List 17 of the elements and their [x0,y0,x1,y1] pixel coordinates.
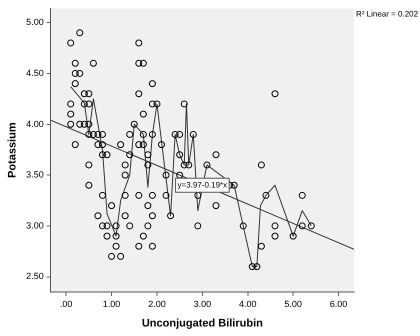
annotation: y=3.97-0.19*x [178,180,228,190]
x-axis-title: Unconjugated Bilirubin [142,317,264,330]
y-tick-label: 3.50 [26,170,44,180]
text: R² Linear = 0.202 [356,10,419,19]
x-tick-label: 6.00 [330,298,348,309]
x-tick-label: 1.00 [102,298,120,309]
y-tick-label: 4.50 [26,68,44,78]
x-tick-label: 3.00 [194,298,212,309]
x-tick-label: 5.00 [284,298,302,309]
y-tick-label: 4.00 [26,118,44,129]
y-tick-label: 5.00 [26,17,44,28]
x-tick-label: 2.00 [148,298,166,309]
y-axis-title: Potassium [6,122,19,178]
x-tick-label: .00 [60,298,72,309]
x-tick-label: 4.00 [238,298,257,309]
y-tick-label: 3.00 [26,220,44,230]
y-tick-label: 2.50 [26,271,44,282]
